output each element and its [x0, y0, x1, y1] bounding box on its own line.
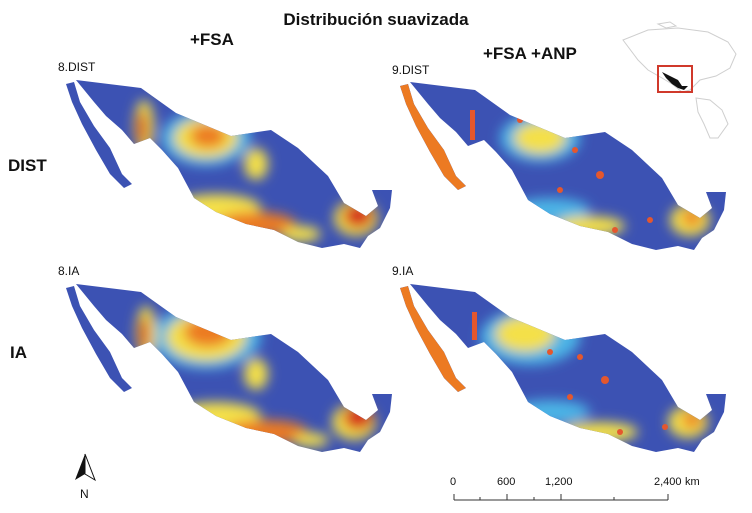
panel-label-8-ia: 8.IA: [58, 264, 80, 278]
scale-unit: km: [685, 476, 700, 488]
scale-tick-0: 0: [450, 476, 457, 488]
row-header-dist: DIST: [8, 156, 47, 175]
scale-tick-600: 600: [497, 476, 516, 488]
scale-tick-2400: 2,400: [654, 476, 682, 488]
mexico-map-8-ia: [66, 284, 392, 452]
row-header-ia: IA: [10, 343, 27, 362]
panel-label-9-dist: 9.DIST: [392, 63, 430, 77]
north-arrow-icon: [75, 453, 96, 482]
scale-bar: [453, 494, 669, 501]
panel-label-8-dist: 8.DIST: [58, 60, 96, 74]
north-arrow-label: N: [80, 487, 89, 501]
panel-label-9-ia: 9.IA: [392, 264, 414, 278]
scale-tick-1200: 1,200: [545, 476, 573, 488]
mexico-map-9-ia: [400, 284, 726, 452]
mexico-map-8-dist: [66, 80, 392, 248]
column-header-fsa-anp: +FSA +ANP: [483, 44, 577, 63]
inset-locator-map: [622, 21, 737, 139]
map-title: Distribución suavizada: [283, 10, 469, 29]
mexico-map-9-dist: [400, 82, 726, 250]
column-header-fsa: +FSA: [190, 30, 234, 49]
